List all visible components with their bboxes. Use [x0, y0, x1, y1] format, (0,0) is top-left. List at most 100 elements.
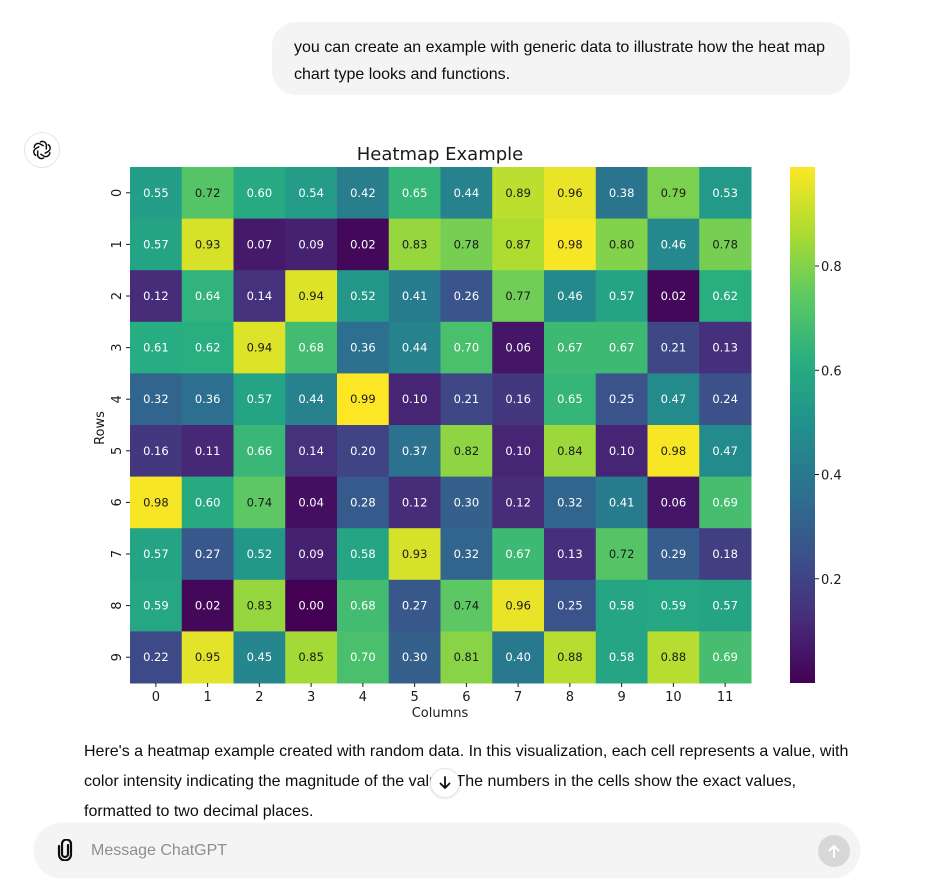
heatmap-cell	[595, 579, 648, 632]
heatmap-cell-label: 0.10	[609, 444, 635, 458]
heatmap-cell-label: 0.52	[350, 289, 376, 303]
x-tick-label: 2	[255, 690, 263, 705]
heatmap-cell	[181, 218, 234, 271]
heatmap-cell	[440, 631, 493, 684]
heatmap-cell	[595, 425, 648, 478]
heatmap-cell-label: 0.09	[298, 237, 324, 251]
scroll-to-bottom-button[interactable]	[430, 768, 460, 798]
y-axis-label: Rows	[93, 411, 108, 445]
y-tick-label: 1	[110, 240, 125, 248]
heatmap-cell-label: 0.72	[609, 547, 635, 561]
heatmap-cell-label: 0.10	[505, 444, 531, 458]
heatmap-cell-label: 0.10	[402, 392, 428, 406]
heatmap-cell-label: 0.38	[609, 186, 635, 200]
heatmap-cell-label: 0.21	[661, 341, 687, 355]
heatmap-cell-label: 0.59	[661, 599, 687, 613]
heatmap-cell	[337, 425, 390, 478]
heatmap-cell	[233, 476, 286, 529]
heatmap-cell	[492, 579, 545, 632]
heatmap-cell-label: 0.94	[298, 289, 324, 303]
heatmap-cell-label: 0.83	[402, 237, 428, 251]
heatmap-cell-label: 0.58	[350, 547, 376, 561]
heatmap-cell	[285, 218, 338, 271]
heatmap-cell-label: 0.57	[247, 392, 273, 406]
heatmap-cell	[440, 270, 493, 323]
heatmap-cell	[130, 270, 183, 323]
heatmap-cell	[388, 321, 441, 374]
message-input[interactable]	[89, 836, 783, 866]
heatmap-cell-label: 0.27	[195, 547, 221, 561]
paperclip-icon	[57, 839, 73, 861]
heatmap-cell-label: 0.18	[712, 547, 738, 561]
heatmap-cell	[181, 476, 234, 529]
y-tick-label: 6	[110, 498, 125, 506]
heatmap-cell-label: 0.96	[557, 186, 583, 200]
heatmap-cell	[544, 167, 597, 220]
x-axis-ticks: 0 1 2 3 4 5 6 7 8 9 10 11	[152, 683, 733, 705]
heatmap-cell-label: 0.12	[505, 495, 531, 509]
heatmap-cells: 0.55 0.72 0.60 0.54 0.42 0.65 0.44 0.89 0.96 0.38…	[130, 167, 752, 684]
heatmap-cell	[544, 425, 597, 478]
heatmap-cell-label: 0.89	[505, 186, 531, 200]
heatmap-cell	[130, 476, 183, 529]
heatmap-cell	[388, 631, 441, 684]
heatmap-cell	[544, 373, 597, 426]
heatmap-cell-label: 0.21	[454, 392, 480, 406]
heatmap-cell-label: 0.57	[143, 237, 169, 251]
heatmap-cell	[492, 631, 545, 684]
colorbar-tick-label: 0.8	[821, 260, 842, 275]
heatmap-cell-label: 0.93	[402, 547, 428, 561]
heatmap-cell-label: 0.41	[402, 289, 428, 303]
heatmap-cell	[233, 373, 286, 426]
heatmap-cell-label: 0.81	[454, 650, 480, 664]
heatmap-cell-label: 0.32	[143, 392, 169, 406]
x-tick-label: 8	[566, 690, 574, 705]
heatmap-cell-label: 0.55	[143, 186, 169, 200]
heatmap-cell	[595, 270, 648, 323]
heatmap-cell-label: 0.62	[712, 289, 738, 303]
heatmap-cell	[285, 425, 338, 478]
heatmap-cell-label: 0.57	[609, 289, 635, 303]
heatmap-cell-label: 0.69	[712, 650, 738, 664]
heatmap-cell	[699, 270, 752, 323]
heatmap-cell-label: 0.70	[350, 650, 376, 664]
x-tick-label: 1	[203, 690, 211, 705]
heatmap-cell	[699, 321, 752, 374]
heatmap-cell	[285, 270, 338, 323]
assistant-avatar	[24, 132, 60, 168]
assistant-message-text: Here's a heatmap example created with ra…	[84, 743, 849, 820]
heatmap-cell-label: 0.99	[350, 392, 376, 406]
heatmap-cell-label: 0.67	[505, 547, 531, 561]
heatmap-cell	[440, 218, 493, 271]
heatmap-cell-label: 0.47	[712, 444, 738, 458]
heatmap-cell	[181, 528, 234, 581]
heatmap-cell	[285, 631, 338, 684]
heatmap-cell-label: 0.25	[557, 599, 583, 613]
heatmap-cell	[233, 321, 286, 374]
heatmap-cell	[285, 476, 338, 529]
heatmap-cell-label: 0.98	[143, 495, 169, 509]
heatmap-cell	[699, 528, 752, 581]
heatmap-cell	[492, 476, 545, 529]
heatmap-cell	[699, 425, 752, 478]
heatmap-cell	[544, 631, 597, 684]
heatmap-cell	[181, 579, 234, 632]
heatmap-cell	[130, 579, 183, 632]
heatmap-cell	[595, 373, 648, 426]
attach-button[interactable]	[52, 837, 78, 863]
heatmap-cell	[337, 218, 390, 271]
heatmap-cell	[285, 528, 338, 581]
heatmap-cell	[492, 270, 545, 323]
heatmap-cell	[388, 270, 441, 323]
heatmap-cell	[440, 528, 493, 581]
heatmap-cell	[440, 579, 493, 632]
heatmap-cell-label: 0.07	[247, 237, 273, 251]
heatmap-cell	[492, 425, 545, 478]
x-tick-label: 3	[307, 690, 315, 705]
heatmap-cell-label: 0.62	[195, 341, 221, 355]
heatmap-cell-label: 0.94	[247, 341, 273, 355]
send-button[interactable]	[818, 835, 850, 867]
heatmap-cell	[699, 579, 752, 632]
y-tick-label: 5	[110, 447, 125, 455]
heatmap-cell	[388, 528, 441, 581]
